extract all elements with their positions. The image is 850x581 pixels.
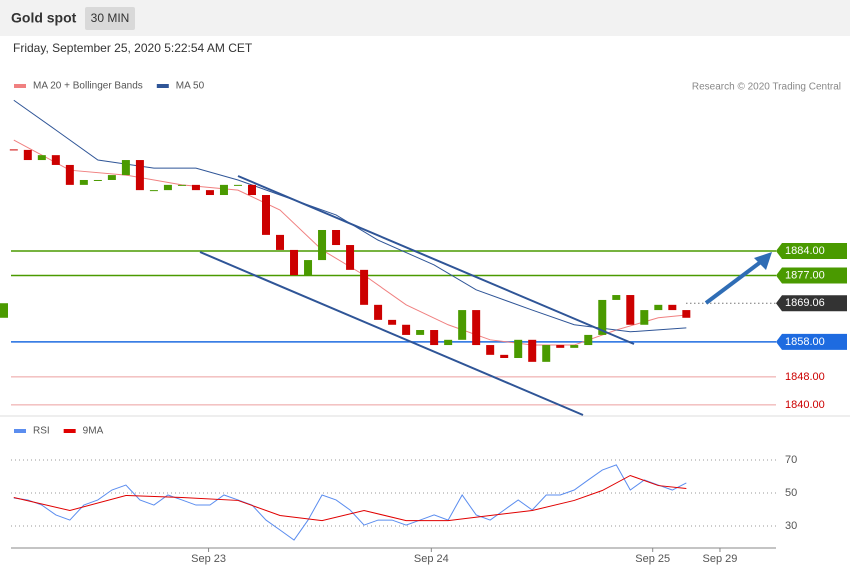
x-tick-label: Sep 24: [414, 553, 449, 565]
candle: [612, 295, 621, 300]
candle: [163, 184, 172, 191]
y-tick-label: 70: [785, 454, 797, 466]
series-line: [13, 474, 687, 522]
candle: [107, 175, 116, 180]
candle: [332, 229, 341, 246]
candle: [247, 184, 256, 196]
y-tick-label: 30: [785, 520, 797, 532]
credit: Research © 2020 Trading Central: [692, 82, 841, 93]
candle: [416, 330, 425, 335]
candle: [205, 190, 214, 196]
candle: [584, 334, 593, 346]
candle: [402, 324, 411, 335]
level-label: 1884.00: [785, 245, 825, 257]
candle: [430, 330, 439, 346]
y-tick-label: 50: [785, 487, 797, 499]
candle: [304, 260, 313, 276]
candle: [598, 299, 607, 335]
candle: [444, 339, 453, 346]
candle: [51, 155, 60, 165]
candle: [177, 184, 186, 186]
candle: [500, 354, 509, 358]
candle: [570, 345, 579, 348]
legend-swatch: [14, 429, 26, 433]
level-tag: [776, 242, 847, 259]
level-tag: [776, 333, 847, 350]
legend-swatch: [63, 429, 76, 433]
candle: [472, 310, 481, 346]
x-tick-label: Sep 29: [703, 553, 738, 565]
level-label: 1840.00: [785, 399, 825, 411]
channel-lower: [199, 251, 584, 416]
candle: [219, 184, 228, 196]
candle: [374, 304, 383, 320]
legend-label: 9MA: [83, 426, 104, 437]
level-tag: [776, 267, 847, 284]
candle: [626, 295, 635, 325]
series-line: [13, 464, 687, 541]
candle: [233, 184, 242, 186]
candle: [149, 190, 158, 192]
candle: [93, 179, 102, 181]
candle: [121, 160, 130, 176]
legend-label: RSI: [33, 426, 50, 437]
plot: 1884.00 1877.00 1869.06 1858.00 1848.00 1840.…: [0, 81, 847, 565]
timeframe-badge[interactable]: [85, 7, 135, 30]
forecast-arrow: [704, 259, 764, 305]
forecast-arrowhead: [754, 252, 772, 270]
level-label: 1848.00: [785, 371, 825, 383]
candle: [388, 319, 397, 325]
candle: [682, 310, 691, 318]
candle: [528, 339, 537, 362]
candle: [360, 269, 369, 305]
x-tick-label: Sep 23: [191, 553, 226, 565]
channel-upper: [237, 175, 635, 345]
level-label: 1869.06: [785, 297, 825, 309]
legend-swatch: [156, 84, 169, 88]
candle: [135, 160, 144, 191]
candle: [514, 339, 523, 358]
candle: [37, 155, 46, 161]
legend-label: MA 20 + Bollinger Bands: [33, 81, 143, 92]
legend-swatch: [14, 84, 26, 88]
candle: [654, 304, 663, 311]
level-tag: [776, 295, 847, 312]
subtitle: Friday, September 25, 2020 5:22:54 AM CE…: [13, 41, 253, 55]
candle: [65, 164, 74, 185]
candle: [458, 310, 467, 340]
candle: [262, 195, 270, 235]
candle: [668, 304, 677, 311]
candle: [542, 345, 551, 362]
x-tick-label: Sep 25: [635, 553, 670, 565]
level-label: 1877.00: [785, 269, 825, 281]
candle: [486, 345, 495, 355]
candle: [191, 184, 200, 191]
timeframe[interactable]: 30 MIN: [91, 11, 130, 25]
candle: [276, 234, 285, 250]
candle: [23, 149, 32, 161]
candle: [0, 303, 8, 318]
level-label: 1858.00: [785, 336, 825, 348]
chart-title: Gold spot: [11, 10, 77, 26]
candle: [556, 345, 565, 348]
legend-label: MA 50: [176, 81, 205, 92]
header-bar: [0, 0, 850, 36]
candle: [318, 229, 327, 261]
candle: [79, 179, 88, 185]
series-line: [13, 99, 687, 333]
candle: [290, 249, 299, 276]
candle: [640, 310, 649, 325]
series-line: [13, 139, 687, 346]
candle: [346, 245, 355, 270]
